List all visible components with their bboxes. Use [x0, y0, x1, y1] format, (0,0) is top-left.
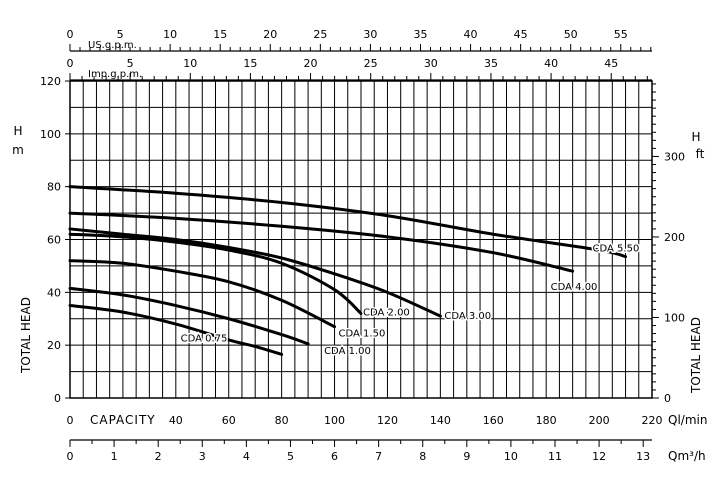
- grid: [69, 80, 653, 399]
- imp-gpm-tick-label: 25: [364, 57, 378, 70]
- curves: [68, 185, 628, 356]
- ql-tick-label: 140: [430, 414, 451, 427]
- imp-gpm-tick-label: 15: [243, 57, 257, 70]
- qm3h-tick-label: 7: [375, 450, 382, 463]
- ql-tick-label: 160: [483, 414, 504, 427]
- right-tick-label: 200: [664, 231, 685, 244]
- imp-gpm-tick-label: 30: [424, 57, 438, 70]
- right-axis-title: TOTAL HEAD: [689, 317, 703, 394]
- us-gpm-tick-label: 0: [67, 28, 74, 41]
- ql-tick-label: 0: [67, 414, 74, 427]
- ql-unit-label: Ql/min: [668, 413, 707, 427]
- us-gpm-unit-label: US.g.p.m.: [88, 40, 137, 51]
- ql-tick-label: 200: [589, 414, 610, 427]
- qm3h-tick-label: 3: [199, 450, 206, 463]
- left-tick-label: 100: [40, 128, 61, 141]
- right-tick-label: 300: [664, 150, 685, 163]
- curve-labels: CDA 0.75 CDA 1.00 CDA 1.50 CDA 2.00 CDA 3.00…: [179, 242, 641, 358]
- left-unit-h: H: [13, 124, 22, 138]
- series-label: CDA 5.50: [593, 244, 640, 255]
- left-tick-label: 60: [47, 234, 61, 247]
- us-gpm-tick-label: 35: [413, 28, 427, 41]
- imp-gpm-tick-label: 20: [304, 57, 318, 70]
- qm3h-tick-label: 11: [548, 450, 562, 463]
- us-gpm-tick-label: 30: [363, 28, 377, 41]
- left-unit-m: m: [12, 143, 24, 157]
- ql-tick-label: 180: [536, 414, 557, 427]
- imp-gpm-tick-label: 5: [127, 57, 134, 70]
- us-gpm-tick-label: 45: [514, 28, 528, 41]
- us-gpm-tick-label: 50: [564, 28, 578, 41]
- ql-tick-label: 100: [324, 414, 345, 427]
- us-gpm-tick-label: 5: [117, 28, 124, 41]
- ql-tick-label: 60: [222, 414, 236, 427]
- right-tick-label: 100: [664, 311, 685, 324]
- imp-gpm-tick-label: 45: [604, 57, 618, 70]
- imp-gpm-tick-label: 35: [484, 57, 498, 70]
- imp-gpm-tick-label: 40: [544, 57, 558, 70]
- us-gpm-tick-label: 25: [313, 28, 327, 41]
- qm3h-tick-label: 1: [111, 450, 118, 463]
- left-tick-label: 40: [47, 286, 61, 299]
- curve-cda-2-00: [68, 232, 363, 315]
- curve-cda-1-00: [68, 286, 310, 346]
- us-gpm-tick-label: 10: [163, 28, 177, 41]
- right-tick-label: 0: [664, 392, 671, 405]
- series-label: CDA 0.75: [181, 333, 228, 344]
- qm3h-tick-label: 10: [504, 450, 518, 463]
- qm3h-tick-label: 6: [331, 450, 338, 463]
- qm3h-tick-label: 13: [636, 450, 650, 463]
- ql-tick-label: 120: [377, 414, 398, 427]
- curve-cda-1-50: [68, 259, 337, 329]
- x-axis-title: CAPACITY: [90, 413, 156, 427]
- curve-cda-5-50: [68, 185, 628, 259]
- left-tick-label: 120: [40, 75, 61, 88]
- qm3h-tick-label: 8: [419, 450, 426, 463]
- curve-cda-0-75: [68, 304, 284, 356]
- right-unit-h: H: [691, 130, 700, 144]
- imp-gpm-tick-label: 10: [183, 57, 197, 70]
- qm3h-tick-label: 0: [67, 450, 74, 463]
- series-label: CDA 2.00: [363, 307, 410, 318]
- series-label: CDA 1.50: [339, 329, 386, 340]
- curve-cda-4-00: [68, 211, 575, 273]
- series-label: CDA 3.00: [444, 311, 491, 322]
- imp-gpm-unit-label: Imp.g.p.m.: [88, 69, 142, 80]
- us-gpm-tick-label: 55: [614, 28, 628, 41]
- us-gpm-tick-label: 40: [464, 28, 478, 41]
- qm3h-tick-label: 12: [592, 450, 606, 463]
- right-unit-ft: ft: [696, 147, 705, 161]
- us-gpm-tick-label: 15: [213, 28, 227, 41]
- left-tick-label: 0: [54, 392, 61, 405]
- left-tick-label: 80: [47, 181, 61, 194]
- series-label: CDA 1.00: [324, 346, 371, 357]
- ql-tick-label: 220: [642, 414, 663, 427]
- qm3h-tick-label: 9: [463, 450, 470, 463]
- qm3h-tick-label: 4: [243, 450, 250, 463]
- ql-tick-label: 40: [169, 414, 183, 427]
- ql-tick-label: 80: [275, 414, 289, 427]
- us-gpm-tick-label: 20: [263, 28, 277, 41]
- series-label: CDA 4.00: [551, 282, 598, 293]
- qm3h-tick-label: 5: [287, 450, 294, 463]
- curve-cda-3-00: [68, 227, 442, 318]
- imp-gpm-tick-label: 0: [67, 57, 74, 70]
- left-tick-label: 20: [47, 339, 61, 352]
- qm3h-tick-label: 2: [155, 450, 162, 463]
- left-axis-title: TOTAL HEAD: [19, 297, 33, 374]
- qm3h-unit-label: Qm³/h: [668, 449, 706, 463]
